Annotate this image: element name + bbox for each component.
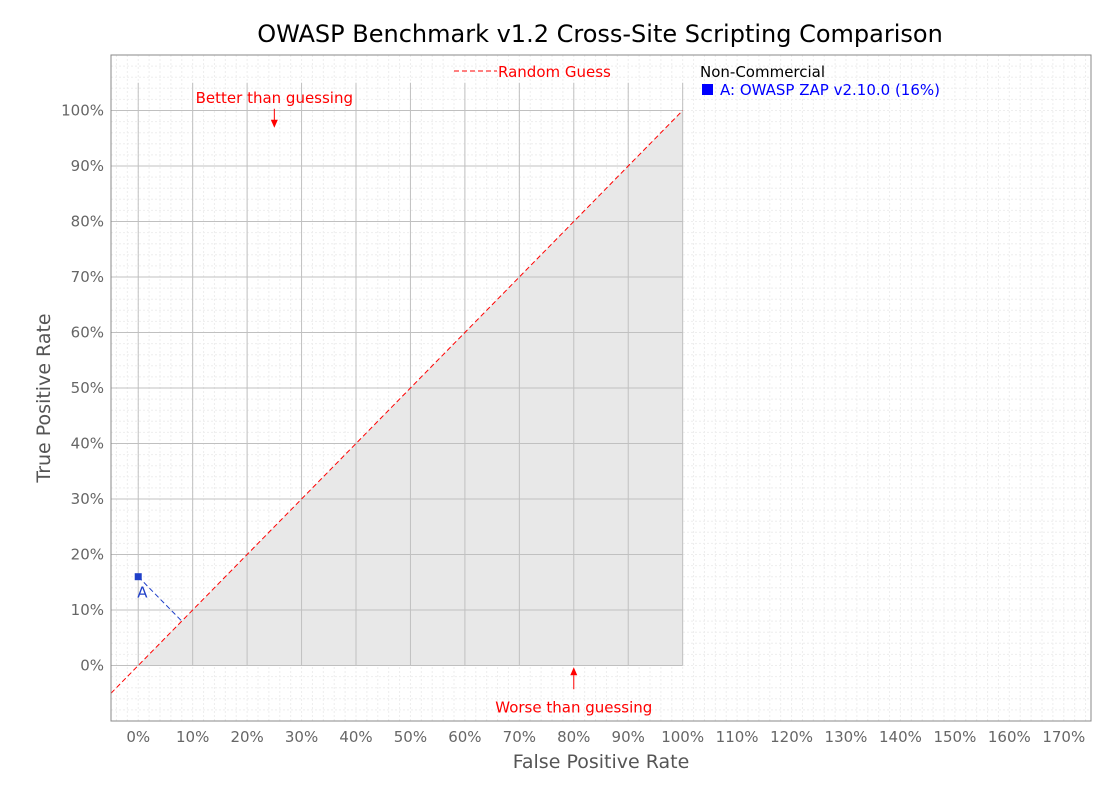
x-tick-label: 20% bbox=[230, 728, 263, 746]
worse-than-guessing-annotation: Worse than guessing bbox=[495, 667, 652, 716]
plot-border bbox=[110, 54, 1092, 722]
y-tick-label: 70% bbox=[71, 268, 104, 286]
x-tick-label: 70% bbox=[503, 728, 536, 746]
major-grid bbox=[111, 82, 684, 666]
y-tick-label: 20% bbox=[71, 546, 104, 564]
x-tick-label: 90% bbox=[612, 728, 645, 746]
data-point-label: A bbox=[137, 584, 148, 602]
x-tick-label: 10% bbox=[176, 728, 209, 746]
y-tick-label: 60% bbox=[71, 324, 104, 342]
legend: Non-Commercial A: OWASP ZAP v2.10.0 (16%… bbox=[700, 63, 940, 99]
y-tick-label: 0% bbox=[80, 657, 104, 675]
arrow-down-icon bbox=[270, 119, 278, 128]
worse-than-guessing-label: Worse than guessing bbox=[495, 698, 652, 716]
x-tick-label: 130% bbox=[825, 728, 868, 746]
x-tick-label: 50% bbox=[394, 728, 427, 746]
legend-entry: A: OWASP ZAP v2.10.0 (16%) bbox=[720, 81, 940, 99]
y-axis-title: True Positive Rate bbox=[33, 313, 55, 483]
random-guess-legend: Random Guess bbox=[454, 63, 611, 81]
data-point-marker bbox=[134, 573, 142, 581]
y-tick-label: 30% bbox=[71, 490, 104, 508]
arrow-up-icon bbox=[570, 667, 578, 676]
x-tick-label: 110% bbox=[716, 728, 759, 746]
x-tick-label: 160% bbox=[988, 728, 1031, 746]
x-tick-label: 170% bbox=[1042, 728, 1085, 746]
x-tick-label: 80% bbox=[557, 728, 590, 746]
y-tick-label: 50% bbox=[71, 379, 104, 397]
x-tick-label: 30% bbox=[285, 728, 318, 746]
y-tick-label: 10% bbox=[71, 601, 104, 619]
point-projection-line bbox=[137, 576, 183, 622]
x-tick-label: 100% bbox=[661, 728, 704, 746]
x-tick-label: 120% bbox=[770, 728, 813, 746]
legend-heading: Non-Commercial bbox=[700, 63, 825, 81]
x-axis-ticks: 0% 10% 20% 30% 40% 50% 60% 70% 80% 90% 100% 110% 120… bbox=[126, 728, 1085, 746]
better-than-guessing-annotation: Better than guessing bbox=[196, 89, 353, 128]
better-than-guessing-label: Better than guessing bbox=[196, 89, 353, 107]
chart-title: OWASP Benchmark v1.2 Cross-Site Scriptin… bbox=[257, 20, 943, 48]
y-tick-label: 40% bbox=[71, 435, 104, 453]
x-axis-title: False Positive Rate bbox=[513, 751, 690, 773]
y-tick-label: 100% bbox=[61, 102, 104, 120]
x-tick-label: 150% bbox=[933, 728, 976, 746]
random-guess-legend-label: Random Guess bbox=[498, 63, 611, 81]
y-tick-label: 80% bbox=[71, 213, 104, 231]
data-points: A bbox=[134, 573, 183, 622]
y-axis-ticks: 0% 10% 20% 30% 40% 50% 60% 70% 80% 90% 100% bbox=[61, 102, 104, 675]
legend-swatch-icon bbox=[702, 84, 713, 95]
x-tick-label: 60% bbox=[448, 728, 481, 746]
x-tick-label: 40% bbox=[339, 728, 372, 746]
y-tick-label: 90% bbox=[71, 157, 104, 175]
x-tick-label: 0% bbox=[126, 728, 150, 746]
x-tick-label: 140% bbox=[879, 728, 922, 746]
random-guess-line bbox=[110, 110, 684, 694]
